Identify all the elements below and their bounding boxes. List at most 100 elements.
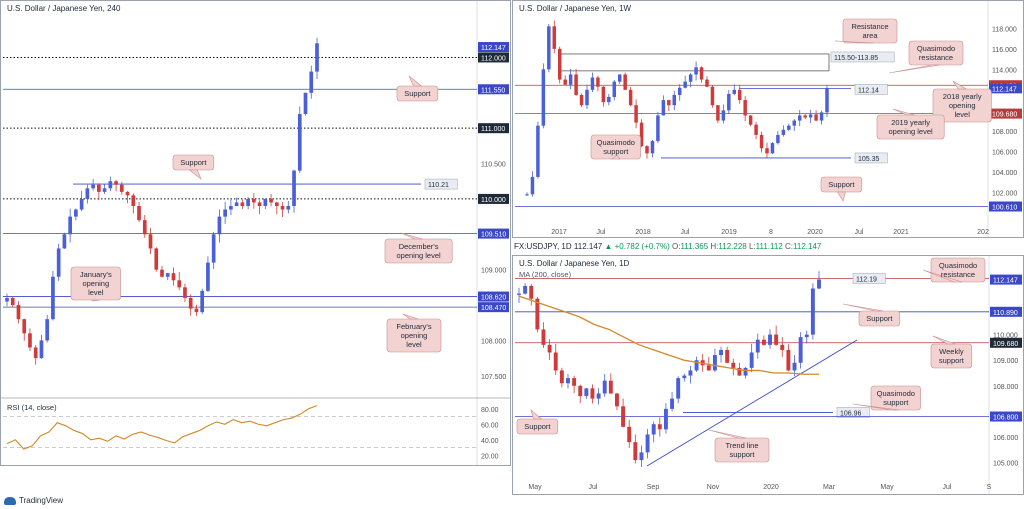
h4-price-tag <box>478 123 509 134</box>
weekly-zone-tag-box <box>830 51 895 63</box>
daily-resistance-tag-box <box>852 273 886 284</box>
weekly-candle <box>814 114 818 121</box>
weekly-x-tick-label: 2018 <box>635 229 651 236</box>
daily-weekly-support-note: support <box>939 356 965 365</box>
daily-y-tick-label: 106.000 <box>993 435 1018 442</box>
weekly-candle <box>803 115 807 118</box>
daily-candle <box>517 293 521 295</box>
daily-x-tick-label: Mar <box>823 484 836 491</box>
weekly-x-tick-label: 202 <box>977 229 989 236</box>
daily-candle <box>663 408 668 430</box>
daily-x-tick-label: May <box>880 484 894 491</box>
daily-price-tag <box>990 274 1022 285</box>
h4-y-tick-label: 108.620 <box>481 295 506 302</box>
weekly-price-tag <box>989 108 1022 119</box>
h4-candle <box>62 234 67 249</box>
h4-candle <box>97 184 101 192</box>
weekly-candle <box>825 88 829 113</box>
weekly-candle <box>688 74 693 82</box>
daily-candle <box>755 339 760 353</box>
daily-y-tick-label: 108.000 <box>993 384 1018 391</box>
weekly-candle <box>601 86 606 103</box>
weekly-candle <box>732 89 737 94</box>
daily-candle <box>596 393 601 399</box>
daily-candle <box>737 367 742 376</box>
h4-candle <box>91 184 95 189</box>
daily-candle <box>572 378 577 386</box>
weekly-candle <box>727 93 731 111</box>
weekly-candle <box>628 89 633 106</box>
h4-rsi-y-tick-label: 80.00 <box>481 407 499 414</box>
weekly-candle <box>530 176 535 195</box>
h4-candle <box>68 216 72 235</box>
h4-candle <box>137 206 141 221</box>
h4-level-tag: 110.21 <box>428 182 449 189</box>
weekly-candle <box>617 74 622 82</box>
weekly-candle <box>672 94 677 106</box>
weekly-y-tick-label: 100.610 <box>992 205 1017 212</box>
weekly-candle <box>759 134 764 149</box>
ohlc-high: 112.228 <box>718 242 747 251</box>
daily-candle <box>627 426 632 443</box>
h4-candle <box>188 297 193 309</box>
daily-chart-svg[interactable]: 106.96 112.19 112.147 110.890 110.000109.680… <box>513 256 1023 494</box>
h4-candle <box>165 273 170 277</box>
daily-candle <box>817 279 821 289</box>
weekly-zone-tag: 115.50-113.85 <box>834 55 878 62</box>
weekly-candle <box>596 77 600 87</box>
weekly-candle <box>607 97 611 103</box>
ohlc-close: 112.147 <box>793 242 822 251</box>
daily-y-tick-label: 112.147 <box>993 278 1018 285</box>
daily-candle <box>621 406 626 427</box>
h4-candle <box>303 92 308 115</box>
daily-x-tick-label: Jul <box>943 484 952 491</box>
h4-candle <box>206 262 210 291</box>
weekly-candle <box>705 79 709 87</box>
daily-level-tag: 106.96 <box>840 410 862 417</box>
h4-december-opening-note: December's <box>399 242 439 251</box>
weekly-support-note-pointer <box>836 191 846 202</box>
h4-y-tick-label: 109.000 <box>481 268 506 275</box>
weekly-level-tag: 105.35 <box>858 156 880 163</box>
weekly-candle <box>787 125 791 130</box>
weekly-candle <box>819 112 824 121</box>
h4-candle <box>160 269 164 277</box>
h4-candle <box>33 347 38 359</box>
weekly-candle <box>541 69 546 126</box>
daily-x-tick-label: Sep <box>647 484 660 491</box>
weekly-resistance-area-note-pointer <box>834 40 875 44</box>
daily-chart-panel[interactable]: U.S. Dollar / Japanese Yen, 1D MA (200, … <box>512 255 1024 495</box>
weekly-candle <box>748 115 753 125</box>
h4-candle <box>148 234 153 249</box>
h4-candle <box>125 191 130 196</box>
h4-chart-panel[interactable]: U.S. Dollar / Japanese Yen, 240 110.21 11… <box>0 0 511 466</box>
weekly-candle <box>639 122 644 147</box>
weekly-level-tag-box <box>854 152 888 164</box>
tradingview-footer[interactable]: TradingView <box>4 496 63 505</box>
weekly-candle <box>710 86 715 106</box>
daily-candle <box>590 388 595 399</box>
h4-candle <box>194 308 199 313</box>
tradingview-logo-icon <box>4 496 16 505</box>
h4-february-opening-note: level <box>406 340 422 349</box>
h4-rsi-line <box>6 405 318 450</box>
weekly-chart-svg[interactable]: 115.50-113.85 105.35 112.14 118.000 116.000 1… <box>513 1 1023 237</box>
weekly-y-tick-label: 109.680 <box>992 112 1017 119</box>
weekly-2019-opening-note-pointer <box>892 108 915 116</box>
daily-x-tick-label: Nov <box>707 484 720 491</box>
weekly-x-tick-label: 2017 <box>551 229 567 236</box>
h4-candle <box>183 287 187 298</box>
daily-candle <box>676 378 681 399</box>
h4-candle <box>269 198 273 203</box>
weekly-quasimodo-resistance-note: Quasimodo <box>917 44 955 53</box>
h4-candle <box>5 297 9 302</box>
daily-candle <box>780 344 785 350</box>
weekly-2018-opening-note: 2018 yearly <box>943 92 982 101</box>
weekly-chart-panel[interactable]: U.S. Dollar / Japanese Yen, 1W 115.50-11… <box>512 0 1024 238</box>
h4-candle <box>211 234 216 263</box>
daily-candle <box>792 362 797 371</box>
weekly-quasimodo-resistance-note-pointer <box>888 64 941 74</box>
weekly-candle <box>579 94 584 106</box>
h4-chart-svg[interactable]: 110.21 112.147 112.000 111.550 111.000 110.50… <box>1 1 510 465</box>
h4-candle <box>39 340 44 359</box>
